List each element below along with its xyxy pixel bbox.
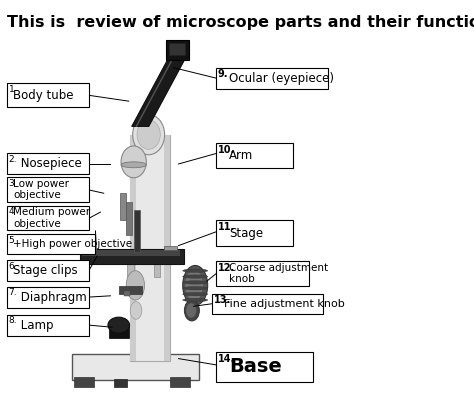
FancyBboxPatch shape — [7, 286, 89, 307]
Text: Coarse adjustment
knob: Coarse adjustment knob — [229, 263, 328, 284]
Text: 10.: 10. — [218, 145, 235, 155]
Ellipse shape — [183, 281, 208, 284]
FancyBboxPatch shape — [164, 246, 177, 250]
Text: 12.: 12. — [218, 263, 235, 273]
Text: Arm: Arm — [229, 149, 253, 162]
FancyBboxPatch shape — [7, 206, 89, 230]
Ellipse shape — [183, 292, 208, 296]
Text: Stage clips: Stage clips — [13, 264, 78, 277]
Circle shape — [121, 146, 146, 178]
Text: 13.: 13. — [213, 295, 231, 305]
FancyBboxPatch shape — [7, 234, 95, 255]
Ellipse shape — [130, 302, 142, 319]
Text: This is  review of microscope parts and their functions.: This is review of microscope parts and t… — [7, 16, 474, 30]
FancyBboxPatch shape — [216, 220, 292, 246]
FancyBboxPatch shape — [216, 352, 312, 382]
FancyBboxPatch shape — [7, 315, 89, 336]
Ellipse shape — [183, 286, 208, 290]
Text: Ocular (eyepiece): Ocular (eyepiece) — [229, 72, 334, 85]
FancyBboxPatch shape — [212, 294, 323, 314]
Text: Fine adjustment knob: Fine adjustment knob — [225, 299, 345, 309]
Text: Nosepiece: Nosepiece — [18, 158, 82, 171]
Text: Low power
objective: Low power objective — [13, 178, 69, 200]
FancyBboxPatch shape — [124, 291, 130, 296]
Text: Body tube: Body tube — [13, 89, 73, 102]
FancyBboxPatch shape — [216, 261, 309, 286]
Ellipse shape — [184, 300, 200, 321]
Ellipse shape — [183, 269, 208, 273]
Ellipse shape — [183, 265, 208, 305]
FancyBboxPatch shape — [109, 324, 129, 338]
Ellipse shape — [121, 162, 146, 168]
FancyBboxPatch shape — [130, 135, 170, 361]
Text: 7.: 7. — [9, 288, 17, 297]
FancyBboxPatch shape — [7, 260, 89, 281]
FancyBboxPatch shape — [164, 135, 170, 361]
Ellipse shape — [186, 303, 197, 318]
Text: 4: 4 — [9, 207, 14, 216]
FancyBboxPatch shape — [7, 177, 89, 202]
FancyBboxPatch shape — [216, 143, 292, 168]
Text: 2.: 2. — [9, 155, 17, 164]
Text: Lamp: Lamp — [18, 319, 54, 332]
FancyBboxPatch shape — [170, 378, 190, 387]
Text: 14.: 14. — [218, 354, 235, 364]
FancyBboxPatch shape — [118, 286, 142, 294]
Text: 6: 6 — [9, 262, 14, 271]
Text: Diaphragm: Diaphragm — [18, 291, 87, 304]
Ellipse shape — [185, 270, 203, 301]
FancyBboxPatch shape — [120, 193, 126, 221]
Text: 3: 3 — [9, 179, 14, 188]
FancyBboxPatch shape — [114, 379, 127, 387]
FancyBboxPatch shape — [127, 264, 134, 277]
FancyBboxPatch shape — [82, 250, 180, 256]
FancyBboxPatch shape — [72, 354, 199, 380]
FancyBboxPatch shape — [81, 249, 183, 265]
Text: +High power objective: +High power objective — [13, 239, 132, 249]
FancyBboxPatch shape — [169, 42, 185, 55]
Ellipse shape — [126, 271, 145, 300]
Ellipse shape — [183, 298, 208, 302]
Ellipse shape — [108, 317, 129, 333]
FancyBboxPatch shape — [127, 202, 132, 235]
Circle shape — [133, 115, 164, 155]
FancyBboxPatch shape — [83, 246, 96, 250]
Text: Base: Base — [229, 357, 282, 376]
Text: 1: 1 — [9, 85, 14, 94]
Polygon shape — [132, 55, 187, 126]
FancyBboxPatch shape — [134, 210, 140, 252]
FancyBboxPatch shape — [216, 68, 328, 89]
FancyBboxPatch shape — [7, 153, 89, 174]
FancyBboxPatch shape — [166, 40, 189, 60]
Text: 5: 5 — [9, 236, 14, 245]
FancyBboxPatch shape — [74, 378, 94, 387]
FancyBboxPatch shape — [130, 135, 137, 361]
FancyBboxPatch shape — [154, 264, 160, 277]
Text: Stage: Stage — [229, 226, 263, 239]
Ellipse shape — [183, 275, 208, 278]
Text: 9.: 9. — [218, 69, 228, 79]
Text: Medium power
objective: Medium power objective — [13, 207, 90, 229]
Circle shape — [137, 120, 160, 149]
FancyBboxPatch shape — [7, 83, 89, 108]
Text: 11.: 11. — [218, 222, 235, 232]
Text: 8.: 8. — [9, 316, 17, 326]
